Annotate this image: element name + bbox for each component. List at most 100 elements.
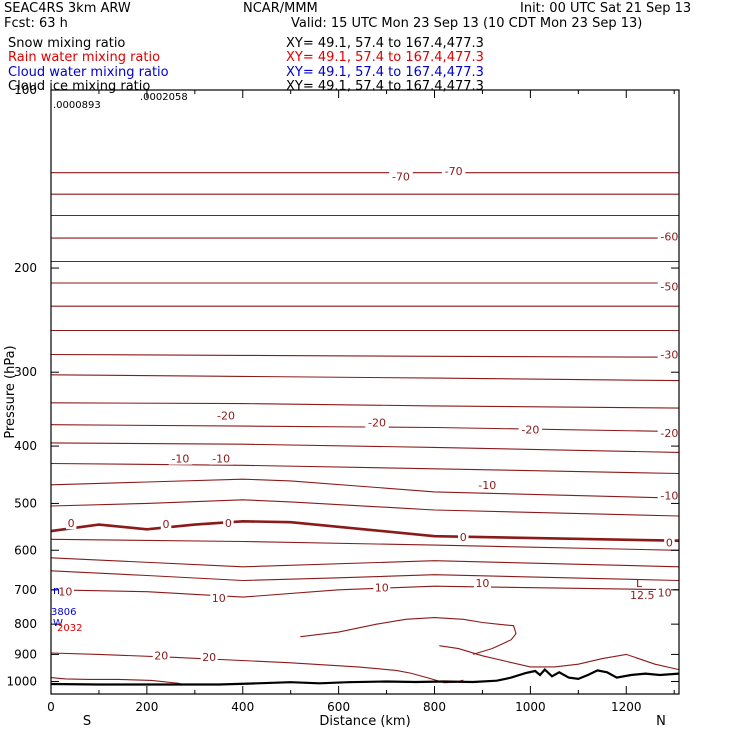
- y-tick-label: 500: [14, 496, 37, 510]
- contour-20-left-line: [50, 677, 181, 685]
- field-cloudwater-label: Cloud water mixing ratio: [8, 65, 169, 80]
- x-tick-label: 800: [423, 700, 446, 714]
- contour-label-bg: [168, 452, 193, 465]
- isotherm-line: [50, 374, 680, 382]
- contour-label: 10: [58, 586, 72, 599]
- x-end-label-right: N: [656, 714, 666, 729]
- y-tick-label: 600: [14, 543, 37, 557]
- contour-label-bg: [657, 280, 682, 293]
- contour-label-bg: [656, 586, 674, 599]
- contour-label-bg: [160, 518, 172, 531]
- x-end-label-left: S: [83, 714, 91, 729]
- contour-label: -10: [660, 490, 678, 503]
- left-marker-w: W: [53, 618, 63, 629]
- contour-10-line: [300, 617, 517, 655]
- max-annotation-b: .0000893: [53, 100, 101, 111]
- contour-label-bg: [209, 452, 233, 465]
- y-tick-label: 400: [14, 439, 37, 453]
- contour-label: -20: [521, 424, 539, 437]
- low-marker: L: [636, 577, 643, 590]
- contour-label-bg: [518, 423, 543, 436]
- contour-label-bg: [214, 409, 238, 422]
- contour-label: -70: [445, 165, 463, 178]
- y-tick-label: 1000: [6, 674, 37, 688]
- isotherm-line: [50, 538, 680, 551]
- contour-label-bg: [373, 581, 391, 594]
- plot-frame: [50, 89, 680, 695]
- contour-label-bg: [200, 651, 218, 664]
- contour-label-bg: [657, 230, 682, 243]
- contour-label: -10: [212, 453, 230, 466]
- contour-label: 20: [202, 651, 216, 664]
- contour-label-bg: [56, 585, 74, 598]
- left-value-1: 3806: [51, 607, 76, 618]
- contour-label-bg: [441, 164, 466, 177]
- contour-label: 0: [225, 517, 232, 530]
- isotherm-line: [50, 557, 680, 568]
- contour-label: 0: [163, 518, 170, 531]
- field-rain-xy: XY= 49.1, 57.4 to 167.4,477.3: [286, 50, 484, 65]
- y-axis-title: Pressure (hPa): [3, 345, 18, 438]
- contour-20-line: [50, 652, 464, 684]
- y-tick-label: 700: [14, 583, 37, 597]
- x-tick-label: 200: [135, 700, 158, 714]
- model-label: SEAC4RS 3km ARW: [4, 1, 131, 16]
- contour-label: -20: [660, 427, 678, 440]
- isotherm-line: [50, 442, 680, 453]
- x-tick-label: 1200: [611, 700, 642, 714]
- contour-label: 10: [375, 581, 389, 594]
- isotherm-line: [50, 353, 680, 358]
- field-snow-xy: XY= 49.1, 57.4 to 167.4,477.3: [286, 36, 484, 51]
- x-tick-label: 400: [231, 700, 254, 714]
- contour-label: -60: [660, 231, 678, 244]
- contour-label-bg: [473, 577, 491, 590]
- contour-label: -50: [660, 281, 678, 294]
- contour-label: -20: [368, 417, 386, 430]
- y-tick-label: 300: [14, 365, 37, 379]
- isotherm-line: [50, 570, 680, 582]
- low-value: 12.5: [630, 589, 655, 602]
- contour-label: 0: [666, 536, 673, 549]
- org-label: NCAR/MMM: [243, 1, 318, 16]
- isotherm-line: [50, 478, 680, 499]
- contour-label: -20: [217, 409, 235, 422]
- contour-label: 0: [460, 531, 467, 544]
- contour-label: 0: [68, 517, 75, 530]
- contour-label-bg: [152, 649, 170, 662]
- x-tick-label: 0: [47, 700, 55, 714]
- contour-label-bg: [657, 348, 682, 361]
- y-tick-label: 200: [14, 261, 37, 275]
- terrain-line: [50, 668, 680, 686]
- max-annotation-a: .0002058: [140, 92, 188, 103]
- valid-label: Valid: 15 UTC Mon 23 Sep 13 (10 CDT Mon …: [291, 16, 643, 31]
- isotherm-line: [50, 424, 680, 433]
- contour-label-bg: [657, 426, 682, 439]
- contour-label-bg: [664, 536, 675, 549]
- contour-label-bg: [365, 416, 389, 429]
- isotherm-line: [50, 402, 680, 409]
- contour-label: 10: [475, 577, 489, 590]
- y-tick-label: 800: [14, 617, 37, 631]
- isotherm-line: [50, 519, 680, 542]
- contour-label: -10: [478, 479, 496, 492]
- left-marker-n: n: [53, 584, 60, 597]
- contour-label: -70: [392, 170, 410, 183]
- contour-label-bg: [223, 517, 234, 530]
- field-snow-label: Snow mixing ratio: [8, 36, 126, 51]
- contour-label: -30: [660, 348, 678, 361]
- field-cloudwater-xy: XY= 49.1, 57.4 to 167.4,477.3: [286, 65, 484, 80]
- contour-label-bg: [475, 478, 499, 491]
- y-tick-label: 100: [14, 83, 37, 97]
- contour-label-bg: [657, 489, 682, 502]
- contour-12-5-line: [439, 645, 680, 671]
- isotherm-line: [50, 462, 680, 475]
- contour-label-bg: [458, 531, 469, 544]
- contour-label: 10: [212, 592, 226, 605]
- contour-label: -10: [171, 453, 189, 466]
- x-tick-label: 1000: [515, 700, 546, 714]
- isotherm-line: [50, 499, 680, 517]
- contour-label-bg: [65, 517, 77, 530]
- contour-label-bg: [210, 591, 228, 604]
